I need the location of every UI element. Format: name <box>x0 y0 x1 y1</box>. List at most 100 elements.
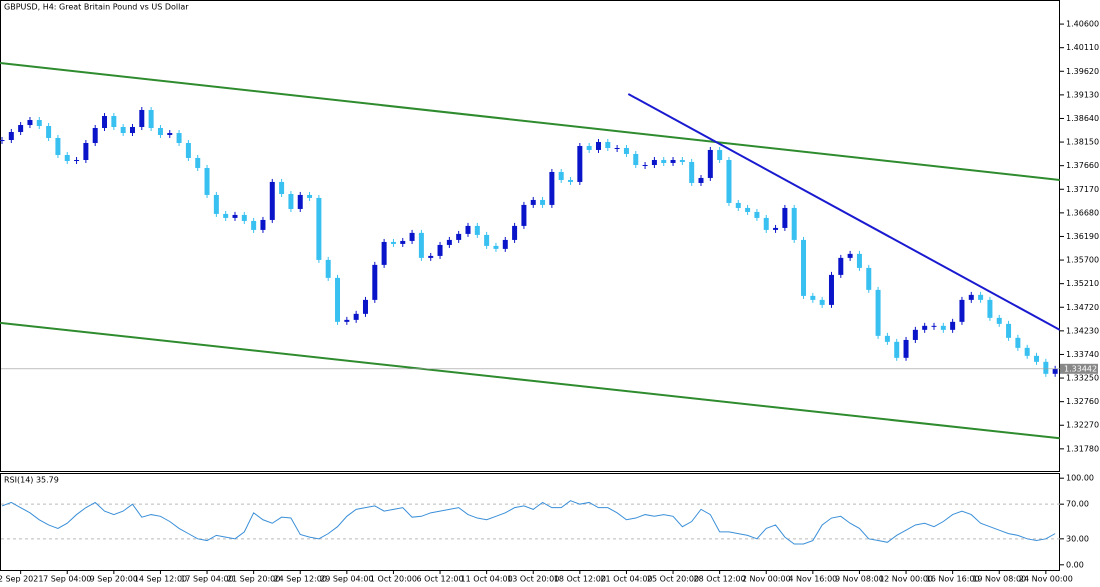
candle <box>838 257 844 275</box>
candle <box>633 153 639 165</box>
candle <box>223 213 229 218</box>
rsi-title: RSI(14) 35.79 <box>4 476 59 485</box>
candle <box>260 219 266 230</box>
candle <box>1015 337 1021 348</box>
y-tick-label: 1.38640 <box>1066 114 1099 123</box>
x-tick-label: 17 Sep 04:00 <box>180 575 233 584</box>
candle <box>1034 355 1040 362</box>
candle <box>996 317 1002 324</box>
y-tick-label: 1.40110 <box>1066 43 1099 52</box>
candle <box>502 239 508 249</box>
y-tick-label: 1.32760 <box>1066 397 1099 406</box>
candle <box>968 294 974 300</box>
candle <box>316 197 322 260</box>
chart-title: GBPUSD, H4: Great Britain Pound vs US Do… <box>4 3 189 12</box>
trendline <box>627 93 1060 331</box>
y-tick-label: 1.40600 <box>1066 20 1099 29</box>
candle <box>828 274 834 305</box>
candle <box>763 217 769 230</box>
candle <box>810 295 816 300</box>
candle <box>866 267 872 290</box>
candle <box>335 277 341 322</box>
current-price-label: 1.33442 <box>1064 364 1097 373</box>
x-tick-label: 2 Sep 2021 <box>0 575 43 584</box>
trendline <box>0 321 1060 440</box>
candle <box>251 220 257 230</box>
candle <box>978 294 984 300</box>
candle <box>950 321 956 330</box>
x-tick-label: 16 Nov 16:00 <box>926 575 980 584</box>
y-tick-label: 1.33740 <box>1066 350 1099 359</box>
candle <box>18 125 24 133</box>
y-tick-label: 1.39130 <box>1066 90 1099 99</box>
candle <box>875 289 881 336</box>
candle <box>456 233 462 240</box>
candle <box>698 177 704 183</box>
candle <box>213 194 219 214</box>
x-tick-label: 12 Nov 00:00 <box>879 575 933 584</box>
x-tick-label: 29 Sep 04:00 <box>320 575 373 584</box>
x-tick-label: 21 Oct 04:00 <box>600 575 652 584</box>
candle <box>465 225 471 234</box>
trendline <box>0 62 1060 181</box>
candle <box>27 120 33 126</box>
x-tick-label: 2 Nov 00:00 <box>742 575 791 584</box>
plot <box>0 62 1060 440</box>
candle <box>148 109 154 129</box>
candle <box>204 167 210 195</box>
candle <box>847 253 853 258</box>
candle <box>8 132 14 140</box>
candle <box>92 128 98 143</box>
candle <box>111 116 117 127</box>
candle <box>372 264 378 300</box>
candle <box>1043 361 1049 374</box>
candle <box>679 159 685 162</box>
candle <box>474 225 480 235</box>
candle <box>185 142 191 158</box>
candle <box>46 125 52 138</box>
candle <box>437 244 443 256</box>
candle <box>409 232 415 241</box>
rsi-line <box>1 500 1056 545</box>
candle <box>773 227 779 230</box>
rsi-pane <box>0 473 1060 571</box>
candle <box>418 232 424 258</box>
candle <box>903 339 909 358</box>
candle <box>549 171 555 205</box>
candle <box>0 139 5 141</box>
candle <box>801 239 807 296</box>
candle <box>176 133 182 143</box>
candle <box>325 259 331 278</box>
candle <box>120 126 126 134</box>
x-tick-label: 14 Sep 12:00 <box>134 575 187 584</box>
x-tick-label: 9 Nov 08:00 <box>835 575 884 584</box>
candle <box>1024 347 1030 356</box>
candle <box>791 207 797 240</box>
candle <box>446 239 452 245</box>
candle <box>614 147 620 149</box>
candle <box>922 325 928 330</box>
candle <box>1052 368 1058 374</box>
y-tick-label: 1.38150 <box>1066 138 1099 147</box>
y-tick-label: 1.37170 <box>1066 185 1099 194</box>
current-price-box <box>1060 363 1098 374</box>
candle <box>102 116 108 129</box>
candle <box>670 159 676 163</box>
y-tick-label: 1.39620 <box>1066 67 1099 76</box>
candle <box>735 202 741 208</box>
candle <box>884 335 890 342</box>
candle <box>353 313 359 320</box>
candle <box>297 194 303 209</box>
x-tick-label: 21 Sep 20:00 <box>227 575 280 584</box>
candle <box>36 120 42 126</box>
candle <box>307 194 313 198</box>
candle <box>959 299 965 322</box>
candle <box>521 204 527 226</box>
candle <box>558 171 564 180</box>
y-tick-label: 1.34720 <box>1066 303 1099 312</box>
candle <box>987 299 993 318</box>
x-tick-label: 24 Sep 12:00 <box>274 575 327 584</box>
rsi-tick-label: 0.00 <box>1066 560 1084 569</box>
y-tick-label: 1.31780 <box>1066 444 1099 453</box>
x-tick-label: 1 Oct 20:00 <box>370 575 417 584</box>
